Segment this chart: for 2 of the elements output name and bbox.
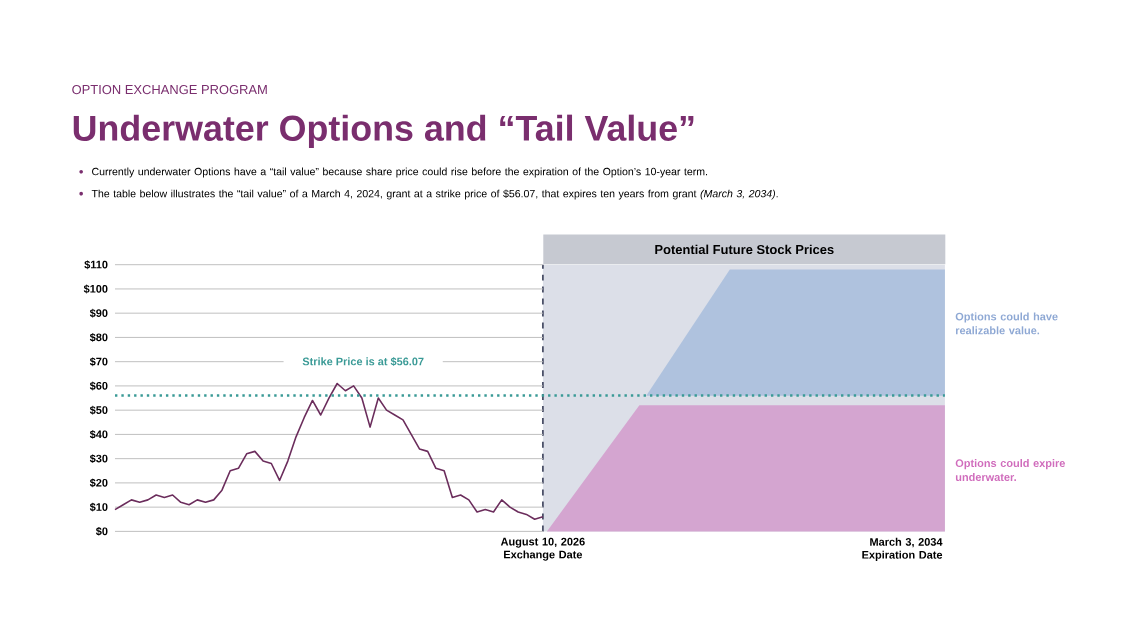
line-series bbox=[114, 382, 544, 520]
chart-title: Underwater Options and “Tail Value” bbox=[73, 114, 694, 148]
